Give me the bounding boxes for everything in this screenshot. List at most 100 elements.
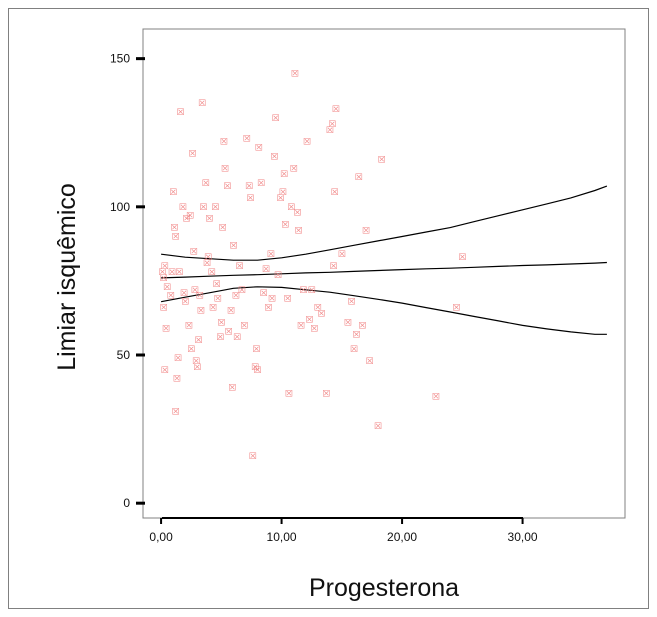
data-point: ☒ — [193, 363, 201, 373]
data-point: ☒ — [374, 422, 382, 432]
data-point: ☒ — [432, 392, 440, 402]
lower-bound-line — [160, 286, 607, 335]
data-point: ☒ — [187, 345, 195, 355]
data-point: ☒ — [274, 271, 282, 281]
data-point: ☒ — [194, 336, 202, 346]
y-axis-title: Limiar isquêmico — [53, 183, 81, 371]
data-point: ☒ — [235, 262, 243, 272]
data-point: ☒ — [209, 304, 217, 314]
data-point: ☒ — [223, 182, 231, 192]
data-point: ☒ — [253, 366, 261, 376]
data-point: ☒ — [293, 209, 301, 219]
data-point: ☒ — [217, 318, 225, 328]
data-point: ☒ — [299, 286, 307, 296]
data-point: ☒ — [227, 307, 235, 317]
data-point: ☒ — [255, 144, 263, 154]
data-point: ☒ — [243, 135, 251, 145]
data-point: ☒ — [181, 298, 189, 308]
data-point: ☒ — [159, 274, 167, 284]
data-point: ☒ — [218, 224, 226, 234]
data-point: ☒ — [161, 262, 169, 272]
data-point: ☒ — [362, 227, 370, 237]
fit-line — [161, 261, 607, 279]
data-point: ☒ — [204, 253, 212, 263]
data-point: ☒ — [280, 170, 288, 180]
data-point: ☒ — [186, 212, 194, 222]
data-point: ☒ — [233, 333, 241, 343]
data-point: ☒ — [167, 292, 175, 302]
data-point: ☒ — [287, 203, 295, 213]
data-point: ☒ — [182, 215, 190, 225]
data-point: ☒ — [192, 357, 200, 367]
data-point: ☒ — [162, 324, 170, 334]
data-point: ☒ — [355, 173, 363, 183]
data-point: ☒ — [188, 149, 196, 159]
data-point: ☒ — [338, 250, 346, 260]
data-point: ☒ — [191, 286, 199, 296]
data-point: ☒ — [328, 120, 336, 130]
data-point: ☒ — [159, 304, 167, 314]
data-point: ☒ — [196, 292, 204, 302]
data-point: ☒ — [305, 315, 313, 325]
data-point: ☒ — [249, 452, 257, 462]
data-point: ☒ — [257, 179, 265, 189]
upper-bound-line — [161, 185, 608, 261]
data-point: ☒ — [163, 283, 171, 293]
data-point: ☒ — [329, 262, 337, 272]
data-point: ☒ — [347, 298, 355, 308]
data-point: ☒ — [267, 250, 275, 260]
data-point: ☒ — [285, 390, 293, 400]
data-point: ☒ — [331, 188, 339, 198]
data-point: ☒ — [221, 164, 229, 174]
data-point: ☒ — [259, 289, 267, 299]
data-point: ☒ — [245, 182, 253, 192]
data-point: ☒ — [158, 268, 166, 278]
data-point: ☒ — [332, 105, 340, 115]
data-point: ☒ — [232, 292, 240, 302]
data-point: ☒ — [174, 354, 182, 364]
data-point: ☒ — [308, 286, 316, 296]
y-tick-label: 150 — [110, 52, 130, 66]
x-tick-label: 0,00 — [149, 530, 173, 544]
data-point: ☒ — [264, 304, 272, 314]
data-point: ☒ — [326, 126, 334, 136]
data-point: ☒ — [317, 310, 325, 320]
data-point: ☒ — [208, 268, 216, 278]
data-point: ☒ — [272, 114, 280, 124]
data-point: ☒ — [251, 363, 259, 373]
plot-area — [142, 28, 626, 519]
data-point: ☒ — [276, 194, 284, 204]
data-point: ☒ — [214, 295, 222, 305]
data-point: ☒ — [262, 265, 270, 275]
data-point: ☒ — [297, 321, 305, 331]
data-point: ☒ — [173, 375, 181, 385]
data-point: ☒ — [294, 227, 302, 237]
data-point: ☒ — [197, 307, 205, 317]
data-point: ☒ — [314, 304, 322, 314]
x-tick-label: 10,00 — [267, 530, 297, 544]
data-point: ☒ — [358, 321, 366, 331]
y-tick-label: 50 — [117, 348, 131, 362]
data-point: ☒ — [198, 99, 206, 109]
data-point: ☒ — [211, 203, 219, 213]
data-point: ☒ — [220, 138, 228, 148]
data-point: ☒ — [290, 164, 298, 174]
data-point: ☒ — [203, 259, 211, 269]
data-point: ☒ — [452, 304, 460, 314]
data-point: ☒ — [199, 203, 207, 213]
data-point: ☒ — [205, 215, 213, 225]
data-point: ☒ — [270, 152, 278, 162]
data-point: ☒ — [185, 321, 193, 331]
data-point: ☒ — [284, 295, 292, 305]
data-point: ☒ — [202, 179, 210, 189]
data-point: ☒ — [268, 295, 276, 305]
data-point: ☒ — [225, 327, 233, 337]
data-point: ☒ — [291, 69, 299, 79]
data-point: ☒ — [252, 345, 260, 355]
data-point: ☒ — [352, 330, 360, 340]
data-point: ☒ — [238, 286, 246, 296]
data-point: ☒ — [322, 390, 330, 400]
data-point: ☒ — [281, 221, 289, 231]
data-point: ☒ — [458, 253, 466, 263]
